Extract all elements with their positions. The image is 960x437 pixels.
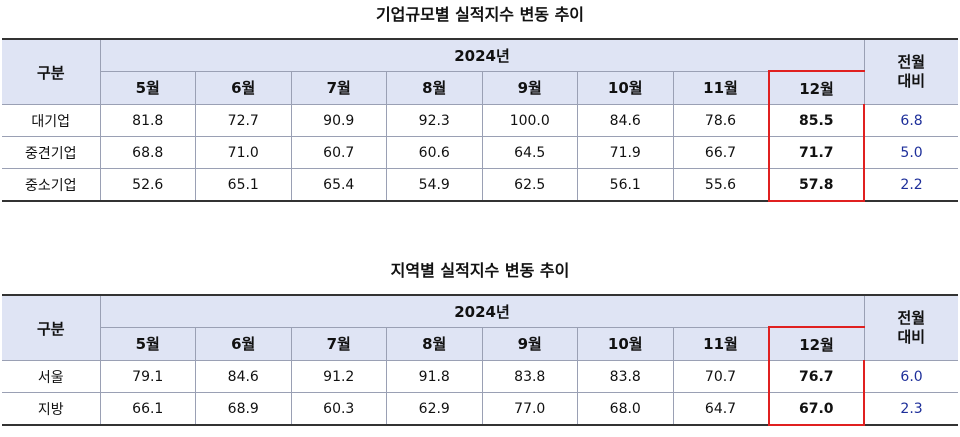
- data-row: 중견기업 68.8 71.0 60.7 60.6 64.5 71.9 66.7 71.7 5.0: [2, 136, 959, 169]
- value-cell: 77.0: [481, 392, 578, 426]
- value-cell: 65.4: [290, 168, 387, 202]
- table-title: 지역별 실적지수 변동 추이: [390, 261, 570, 280]
- month-header: 8월: [386, 70, 483, 105]
- value-cell: 64.7: [672, 392, 769, 426]
- value-cell: 70.7: [672, 360, 769, 393]
- row-label: 대기업: [2, 104, 101, 137]
- data-row: 서울 79.1 84.6 91.2 91.8 83.8 83.8 70.7 76.7 6.0: [2, 360, 959, 393]
- value-cell: 83.8: [577, 360, 674, 393]
- year-header: 2024년: [99, 38, 865, 72]
- value-cell: 90.9: [290, 104, 387, 137]
- value-cell: 79.1: [99, 360, 196, 393]
- value-cell: 62.5: [481, 168, 578, 202]
- value-cell: 91.8: [386, 360, 483, 393]
- month-header: 8월: [386, 326, 483, 361]
- month-header: 12월: [767, 70, 865, 105]
- value-cell: 100.0: [481, 104, 578, 137]
- change-header: 전월 대비: [863, 294, 959, 361]
- value-cell: 60.7: [290, 136, 387, 169]
- data-table: 구분 2024년 전월 대비 5월 6월 7월 8월 9월 10월 11월 12월 대기업 81.8 72…: [2, 38, 959, 202]
- change-header-text: 전월 대비: [897, 53, 926, 90]
- row-label: 중견기업: [2, 136, 101, 169]
- value-cell: 68.8: [99, 136, 196, 169]
- month-header: 11월: [672, 70, 769, 105]
- month-header: 7월: [290, 70, 387, 105]
- value-cell: 71.0: [195, 136, 292, 169]
- header-row: 구분 2024년 전월 대비: [2, 38, 959, 105]
- value-cell: 57.8: [767, 168, 866, 202]
- month-header: 6월: [195, 326, 292, 361]
- month-header: 5월: [100, 70, 196, 105]
- value-cell: 65.1: [195, 168, 292, 202]
- month-header: 9월: [481, 326, 578, 361]
- value-cell: 71.9: [577, 136, 674, 169]
- month-header: 11월: [672, 326, 769, 361]
- row-label: 중소기업: [2, 168, 101, 202]
- change-cell: 6.8: [863, 104, 959, 137]
- change-cell: 2.2: [863, 168, 959, 202]
- month-header: 5월: [100, 326, 196, 361]
- header-row: 구분 2024년 전월 대비: [2, 294, 959, 361]
- data-table: 구분 2024년 전월 대비 5월 6월 7월 8월 9월 10월 11월 12월 서울 79.1 84.…: [2, 294, 959, 426]
- change-cell: 6.0: [863, 360, 959, 393]
- value-cell: 91.2: [290, 360, 387, 393]
- value-cell: 85.5: [767, 104, 866, 137]
- value-cell: 84.6: [577, 104, 674, 137]
- value-cell: 84.6: [195, 360, 292, 393]
- corner-header: 구분: [2, 38, 101, 105]
- value-cell: 55.6: [672, 168, 769, 202]
- value-cell: 92.3: [386, 104, 483, 137]
- month-header: 7월: [290, 326, 387, 361]
- month-header: 10월: [577, 70, 674, 105]
- value-cell: 72.7: [195, 104, 292, 137]
- change-header: 전월 대비: [863, 38, 959, 105]
- change-cell: 5.0: [863, 136, 959, 169]
- change-cell: 2.3: [863, 392, 959, 426]
- value-cell: 64.5: [481, 136, 578, 169]
- row-label: 서울: [2, 360, 101, 393]
- month-row: 5월 6월 7월 8월 9월 10월 11월 12월: [2, 326, 958, 361]
- value-cell: 54.9: [386, 168, 483, 202]
- value-cell: 66.7: [672, 136, 769, 169]
- value-cell: 52.6: [99, 168, 196, 202]
- month-header: 10월: [577, 326, 674, 361]
- value-cell: 60.6: [386, 136, 483, 169]
- corner-header: 구분: [2, 294, 101, 361]
- data-row: 중소기업 52.6 65.1 65.4 54.9 62.5 56.1 55.6 57.8 2.2: [2, 168, 959, 202]
- value-cell: 60.3: [290, 392, 387, 426]
- value-cell: 56.1: [577, 168, 674, 202]
- value-cell: 71.7: [767, 136, 866, 169]
- value-cell: 67.0: [767, 392, 866, 426]
- table-title: 기업규모별 실적지수 변동 추이: [375, 5, 585, 24]
- value-cell: 68.0: [577, 392, 674, 426]
- month-header: 9월: [481, 70, 578, 105]
- change-header-text: 전월 대비: [897, 309, 926, 346]
- year-header: 2024년: [99, 294, 865, 328]
- value-cell: 68.9: [195, 392, 292, 426]
- value-cell: 83.8: [481, 360, 578, 393]
- month-header: 6월: [195, 70, 292, 105]
- value-cell: 81.8: [99, 104, 196, 137]
- table-block: 지역별 실적지수 변동 추이 구분 2024년 전월 대비 5월 6월 7월 8월 9월 10월 1…: [2, 258, 959, 426]
- value-cell: 76.7: [767, 360, 866, 393]
- value-cell: 62.9: [386, 392, 483, 426]
- month-row: 5월 6월 7월 8월 9월 10월 11월 12월: [2, 70, 958, 105]
- value-cell: 66.1: [99, 392, 196, 426]
- value-cell: 78.6: [672, 104, 769, 137]
- table-block: 기업규모별 실적지수 변동 추이 구분 2024년 전월 대비 5월 6월 7월 8월 9월 10…: [2, 2, 959, 202]
- data-row: 대기업 81.8 72.7 90.9 92.3 100.0 84.6 78.6 85.5 6.8: [2, 104, 959, 137]
- month-header: 12월: [767, 326, 865, 361]
- row-label: 지방: [2, 392, 101, 426]
- data-row: 지방 66.1 68.9 60.3 62.9 77.0 68.0 64.7 67.0 2.3: [2, 392, 959, 426]
